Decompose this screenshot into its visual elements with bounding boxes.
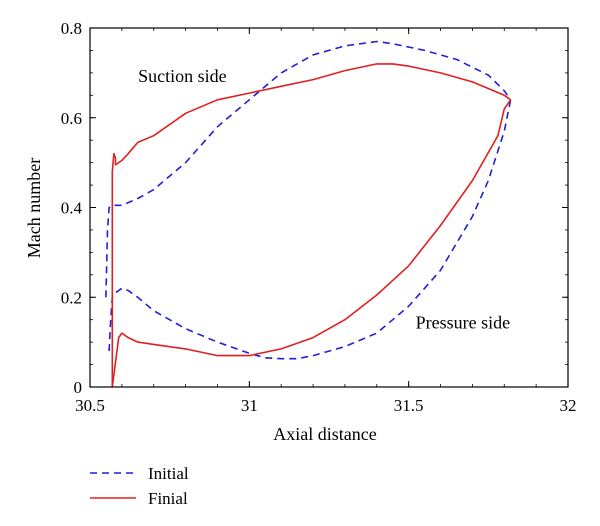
annotation-suction-side: Suction side <box>138 66 227 86</box>
x-tick-label: 32 <box>560 396 577 415</box>
series-line-initial-suction <box>105 40 512 298</box>
y-tick-label: 0.6 <box>61 109 82 128</box>
legend-label-initial: Initial <box>148 464 189 483</box>
x-tick-label: 31 <box>241 396 258 415</box>
legend-label-finial: Finial <box>148 489 188 508</box>
series-line-finial-suction <box>111 63 512 387</box>
legend: Initial Finial <box>90 464 189 508</box>
y-tick-label: 0.2 <box>61 288 82 307</box>
y-tick-label: 0 <box>74 378 83 397</box>
annotation-pressure-side: Pressure side <box>416 313 510 333</box>
series-line-finial-pressure <box>111 99 512 388</box>
y-tick-label: 0.4 <box>61 199 83 218</box>
plot-area <box>105 40 512 388</box>
y-tick-label: 0.8 <box>61 19 82 38</box>
x-axis-label: Axial distance <box>273 424 376 444</box>
y-axis-label: Mach number <box>24 158 44 258</box>
ticks: 30.5 31 31.5 32 0 0.2 0.4 0.6 0.8 <box>61 19 577 415</box>
series-line-initial-pressure <box>108 99 512 360</box>
x-tick-label: 31.5 <box>394 396 424 415</box>
x-tick-label: 30.5 <box>75 396 105 415</box>
